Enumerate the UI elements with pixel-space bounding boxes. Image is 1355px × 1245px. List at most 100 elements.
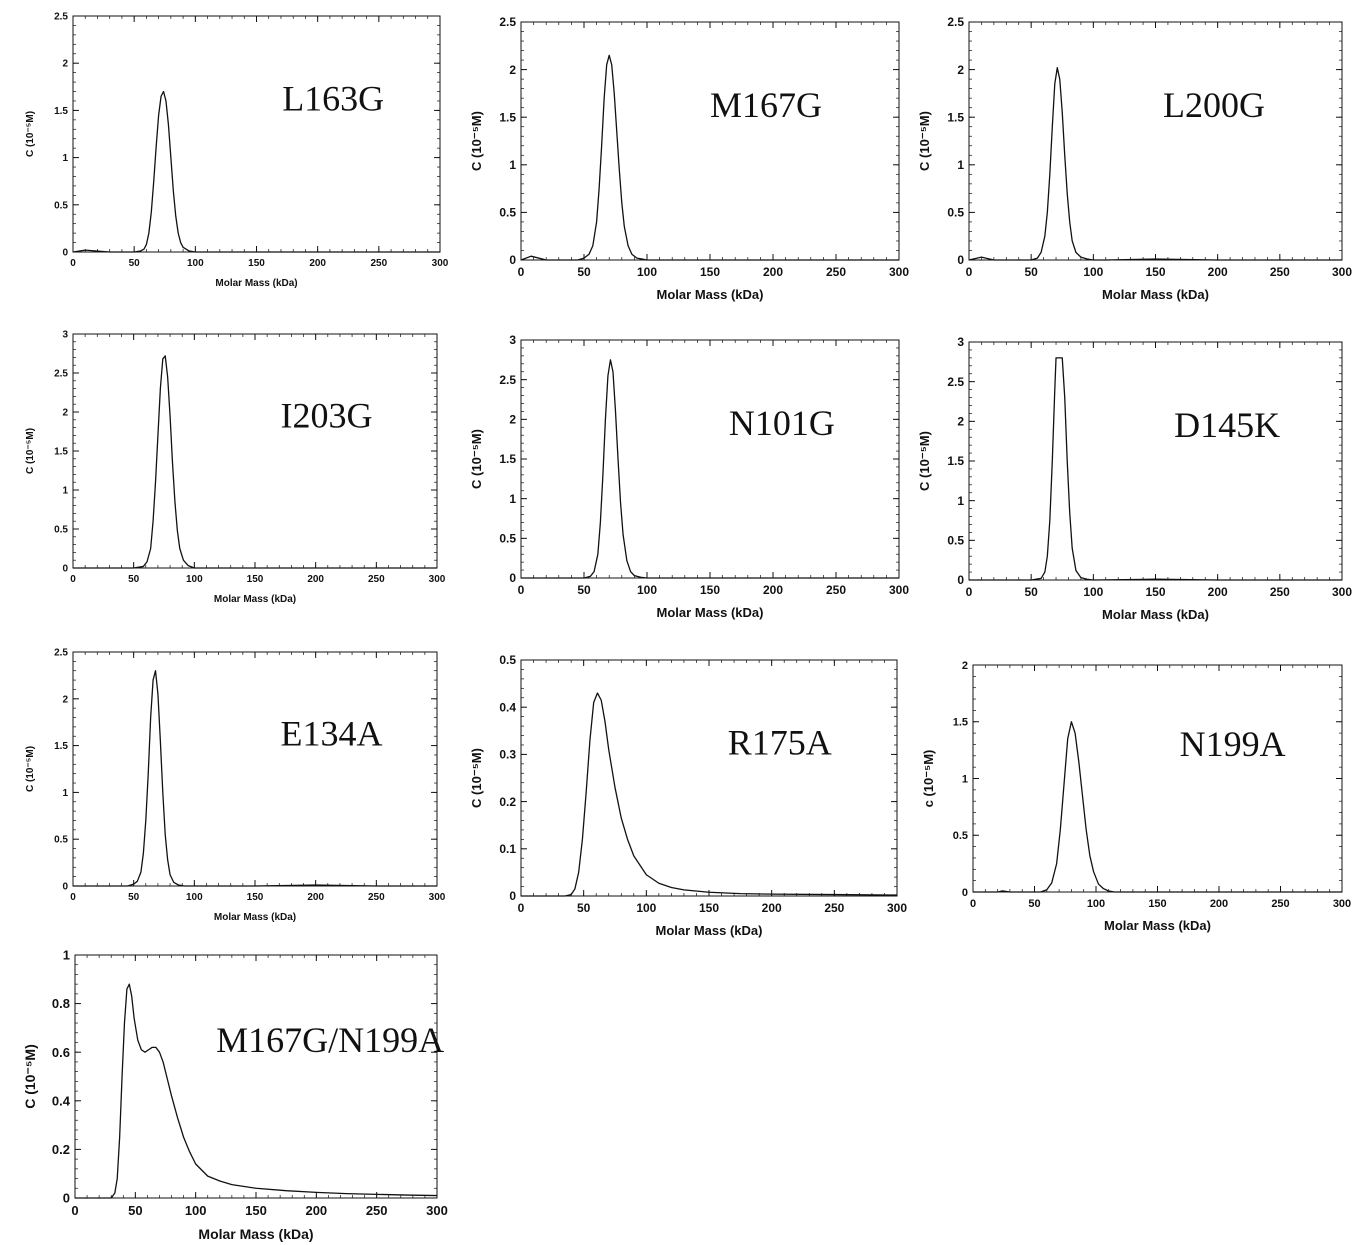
y-tick-label: 2.5	[54, 369, 68, 380]
plot-area: 0 50 100 150 200 250 300 0 0.5 1 1.5 2 2.5 3 Molar Mas…	[469, 333, 909, 620]
x-tick-label: 250	[1270, 585, 1290, 599]
x-tick-label: 50	[128, 1203, 142, 1218]
distribution-curve	[520, 54, 899, 261]
x-tick-label: 100	[636, 901, 656, 915]
plot-area: 0 50 100 150 200 250 300 0 0.5 1 1.5 2 2.5 Molar Mass…	[25, 12, 449, 290]
distribution-curve	[521, 692, 898, 897]
x-tick-label: 100	[1087, 898, 1105, 910]
y-tick-label: 0.5	[499, 653, 516, 667]
chart-panel: 0 50 100 150 200 250 300 0 0.5 1 1.5 2 Molar Mass (k…	[913, 655, 1352, 937]
x-tick-label: 100	[185, 1203, 207, 1218]
x-tick-label: 200	[763, 583, 783, 597]
y-tick-label: 0.4	[52, 1093, 71, 1108]
chart-svg: 0 50 100 150 200 250 300 0 0.5 1 1.5 2 2.5 3 Molar Mas…	[25, 330, 446, 606]
plot-frame	[72, 651, 438, 887]
y-axis-label: C (10⁻⁵M)	[469, 111, 484, 171]
y-tick-label: 0	[62, 564, 68, 575]
x-tick-label: 100	[186, 892, 203, 903]
y-tick-label: 0	[509, 253, 516, 267]
x-axis-label: Molar Mass (kDa)	[214, 594, 296, 605]
y-tick-label: 2	[62, 408, 68, 419]
chart-panel: 0 50 100 150 200 250 300 0 0.5 1 1.5 2 2.5 3 Molar Mas…	[13, 324, 447, 613]
y-tick-label: 3	[62, 330, 68, 341]
y-tick-label: 0.5	[953, 830, 968, 842]
plot-frame	[972, 664, 1343, 893]
x-tick-label: 250	[1271, 898, 1289, 910]
y-tick-label: 2.5	[499, 15, 516, 29]
x-tick-label: 150	[700, 583, 720, 597]
x-tick-label: 200	[309, 258, 326, 269]
y-tick-label: 2.5	[947, 15, 964, 29]
mutant-label: N101G	[729, 403, 835, 443]
y-tick-label: 0	[63, 1191, 70, 1206]
y-tick-label: 0.8	[52, 996, 70, 1011]
y-axis-label: C (10⁻⁵M)	[469, 748, 484, 808]
y-tick-label: 0.5	[54, 200, 68, 211]
plot-area: 0 50 100 150 200 250 300 0 0.5 1 1.5 2 2.5 3 Molar Mas…	[25, 330, 446, 606]
chart-panel: 0 50 100 150 200 250 300 0 0.1 0.2 0.3 0.4 0.5 Molar …	[461, 650, 907, 941]
x-tick-label: 300	[1332, 265, 1352, 279]
y-tick-label: 1.5	[54, 741, 68, 752]
y-tick-label: 1.5	[953, 717, 968, 729]
y-axis-label: C (10⁻⁵M)	[469, 429, 484, 489]
y-tick-label: 1	[509, 158, 516, 172]
mutant-label: L200G	[1163, 85, 1265, 125]
x-tick-label: 50	[129, 258, 141, 269]
x-tick-label: 200	[1208, 265, 1228, 279]
plot-frame	[520, 21, 900, 261]
x-axis-label: Molar Mass (kDa)	[215, 278, 297, 289]
chart-svg: 0 50 100 150 200 250 300 0 0.5 1 1.5 2 2.5 Molar Mass…	[469, 15, 909, 302]
y-tick-label: 0.5	[499, 206, 516, 220]
y-axis-label: C (10⁻⁵M)	[25, 111, 36, 157]
y-tick-label: 0.2	[52, 1142, 70, 1157]
x-tick-label: 100	[187, 258, 204, 269]
chart-panel: 0 50 100 150 200 250 300 0 0.2 0.4 0.6 0.8 1 Molar Ma…	[15, 945, 448, 1243]
y-tick-label: 0	[62, 248, 68, 259]
plot-frame	[520, 659, 898, 897]
x-tick-label: 200	[307, 892, 324, 903]
y-tick-label: 1.5	[54, 106, 68, 117]
chart-panel: 0 50 100 150 200 250 300 0 0.5 1 1.5 2 2.5 3 Molar Mas…	[909, 332, 1352, 625]
y-tick-label: 1	[62, 788, 68, 799]
chart-svg: 0 50 100 150 200 250 300 0 0.5 1 1.5 2 2.5 3 Molar Mas…	[917, 335, 1352, 622]
y-axis-label: C (10⁻⁵M)	[25, 428, 36, 474]
x-axis-label: Molar Mass (kDa)	[1102, 607, 1209, 622]
chart-panel: 0 50 100 150 200 250 300 0 0.5 1 1.5 2 2.5 Molar Mass…	[461, 12, 909, 305]
plot-frame	[72, 15, 441, 253]
mutant-label: L163G	[282, 78, 384, 118]
distribution-curve	[73, 355, 437, 569]
plot-area: 0 50 100 150 200 250 300 0 0.2 0.4 0.6 0.8 1 Molar Ma…	[22, 948, 448, 1242]
x-tick-label: 300	[1332, 585, 1352, 599]
x-tick-label: 200	[762, 901, 782, 915]
chart-svg: 0 50 100 150 200 250 300 0 0.5 1 1.5 2 2.5 Molar Mass…	[25, 648, 446, 924]
y-tick-label: 2	[509, 63, 516, 77]
x-tick-label: 250	[368, 574, 385, 585]
x-tick-label: 150	[247, 574, 264, 585]
x-axis-label: Molar Mass (kDa)	[214, 912, 296, 923]
x-axis-label: Molar Mass (kDa)	[657, 287, 764, 302]
x-tick-label: 0	[70, 574, 76, 585]
x-tick-label: 300	[889, 583, 909, 597]
y-tick-label: 0	[957, 573, 964, 587]
chart-svg: 0 50 100 150 200 250 300 0 0.5 1 1.5 2 2.5 Molar Mass…	[25, 12, 449, 290]
x-tick-label: 0	[966, 585, 973, 599]
mutant-label: I203G	[280, 396, 372, 436]
x-tick-label: 150	[1145, 265, 1165, 279]
x-tick-label: 250	[824, 901, 844, 915]
distribution-curve	[72, 90, 440, 253]
x-tick-label: 200	[763, 265, 783, 279]
x-axis-label: Molar Mass (kDa)	[198, 1226, 313, 1242]
y-tick-label: 2.5	[54, 648, 68, 659]
plot-area: 0 50 100 150 200 250 300 0 0.5 1 1.5 2 Molar Mass (k…	[921, 660, 1351, 933]
plot-area: 0 50 100 150 200 250 300 0 0.5 1 1.5 2 2.5 Molar Mass…	[917, 15, 1352, 302]
y-tick-label: 1.5	[947, 454, 964, 468]
y-tick-label: 0	[509, 889, 516, 903]
x-tick-label: 0	[70, 892, 76, 903]
plot-area: 0 50 100 150 200 250 300 0 0.5 1 1.5 2 2.5 Molar Mass…	[469, 15, 909, 302]
x-tick-label: 0	[966, 265, 973, 279]
x-tick-label: 300	[887, 901, 907, 915]
y-tick-label: 1	[62, 153, 68, 164]
distribution-curve	[73, 670, 437, 887]
y-tick-label: 2.5	[499, 373, 516, 387]
x-tick-label: 250	[826, 265, 846, 279]
